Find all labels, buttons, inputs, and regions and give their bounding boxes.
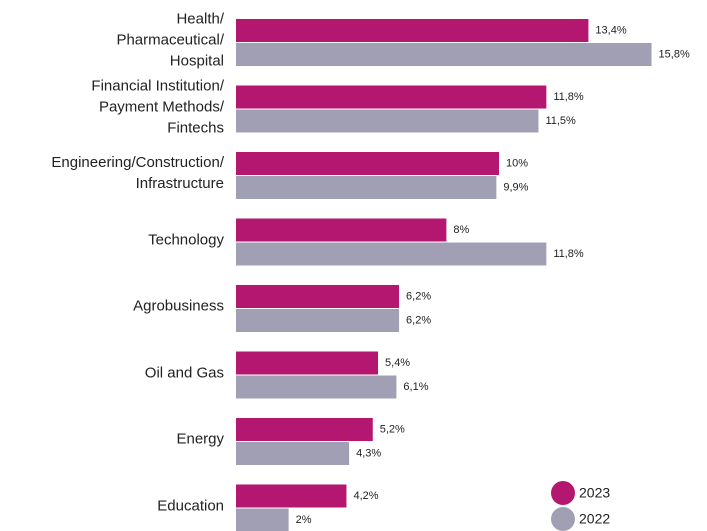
legend-label: 2023 — [579, 485, 610, 501]
bar — [236, 218, 447, 242]
category-label: Technology — [148, 231, 224, 248]
legend-label: 2022 — [579, 511, 610, 527]
bar — [236, 484, 347, 508]
legend-swatch — [551, 507, 575, 531]
category-label: Health/ Pharmaceutical/ Hospital — [116, 10, 224, 70]
bar — [236, 152, 499, 175]
bar — [236, 351, 379, 375]
category-label: Energy — [176, 430, 224, 448]
category-label: Engineering/Construction/ Infrastructure — [51, 154, 224, 192]
category-label: Oil and Gas — [144, 364, 224, 381]
bar — [236, 19, 589, 42]
value-label: 6,2% — [406, 314, 431, 326]
value-label: 4,2% — [353, 490, 378, 502]
bar — [236, 309, 400, 332]
bar — [236, 43, 652, 66]
value-label: 11,8% — [553, 248, 584, 260]
value-label: 2% — [296, 514, 312, 526]
bar — [236, 285, 400, 308]
value-label: 5,2% — [380, 423, 405, 435]
bar — [236, 85, 547, 109]
value-label: 9,9% — [503, 181, 528, 193]
value-label: 4,3% — [356, 447, 381, 459]
bar — [236, 418, 373, 441]
category-label: Education — [157, 497, 224, 514]
bar — [236, 109, 539, 133]
bar — [236, 242, 547, 266]
value-label: 13,4% — [595, 24, 626, 36]
value-label: 11,8% — [553, 91, 584, 103]
value-label: 11,5% — [545, 115, 576, 127]
bar — [236, 508, 289, 531]
value-label: 10% — [506, 157, 528, 169]
legend-swatch — [551, 481, 575, 505]
value-label: 15,8% — [659, 48, 690, 60]
bar — [236, 176, 497, 199]
category-label: Agrobusiness — [133, 297, 224, 315]
bar — [236, 442, 350, 465]
category-label: Financial Institution/ Payment Methods/ … — [91, 77, 224, 136]
value-label: 5,4% — [385, 357, 410, 369]
value-label: 6,2% — [406, 290, 431, 302]
bar — [236, 375, 397, 399]
value-label: 6,1% — [403, 381, 428, 393]
value-label: 8% — [453, 224, 469, 236]
